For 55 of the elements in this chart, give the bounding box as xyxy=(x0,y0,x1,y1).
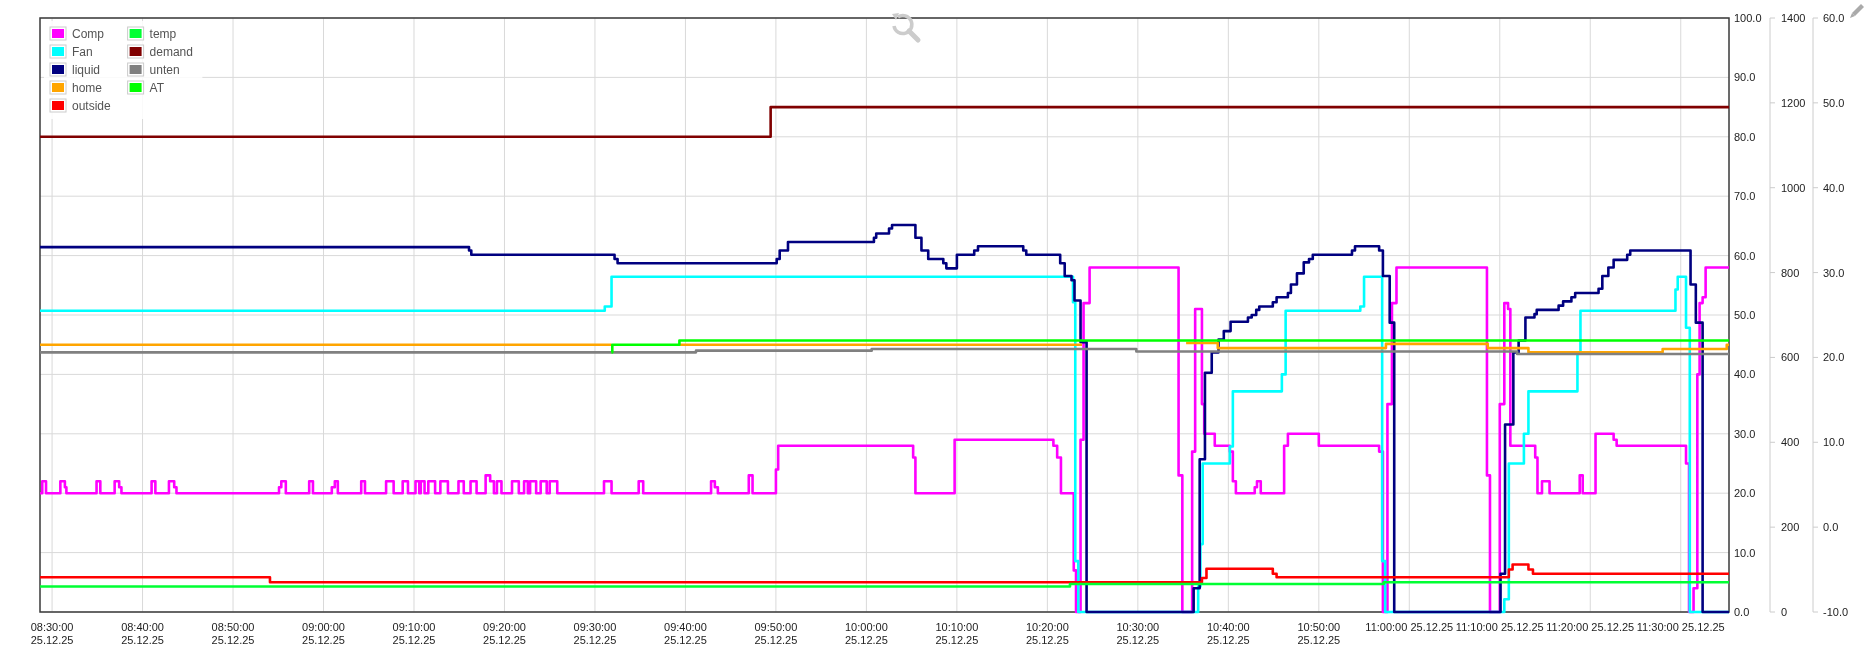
x-tick-label: 10:10:00 25.12.25 xyxy=(935,621,979,646)
legend-label: demand xyxy=(149,45,193,59)
legend-label: liquid xyxy=(72,63,101,77)
y3-tick-label: 30.0 xyxy=(1823,266,1845,279)
y2-tick-label: 200 xyxy=(1781,521,1800,534)
y2-tick-label: 600 xyxy=(1781,351,1800,364)
x-tick-label: 08:40:00 25.12.25 xyxy=(121,621,164,646)
x-tick-label: 09:00:00 25.12.25 xyxy=(302,621,345,646)
x-tick-label: 11:20:00 25.12.25 xyxy=(1546,621,1635,633)
x-tick-label: 10:50:00 25.12.25 xyxy=(1297,621,1341,646)
x-tick-label: 09:30:00 25.12.25 xyxy=(573,621,617,646)
y-tick-label: 90.0 xyxy=(1734,71,1756,84)
x-tick-label: 10:20:00 25.12.25 xyxy=(1025,621,1069,646)
y3-tick-label: 60.0 xyxy=(1823,12,1845,24)
y3-tick-label: -10.0 xyxy=(1823,606,1849,618)
legend-label: Comp xyxy=(72,27,105,41)
y-tick-label: 40.0 xyxy=(1734,368,1756,381)
y-tick-label: 30.0 xyxy=(1734,427,1756,440)
y-tick-label: 10.0 xyxy=(1734,546,1756,559)
x-tick-label: 10:40:00 25.12.25 xyxy=(1206,621,1250,646)
legend-label: outside xyxy=(72,99,112,113)
y2-tick-label: 0 xyxy=(1781,606,1788,618)
y-tick-label: 0.0 xyxy=(1734,606,1750,618)
y-tick-label: 100.0 xyxy=(1734,12,1762,24)
y3-tick-label: 40.0 xyxy=(1823,181,1845,194)
y3-tick-label: 0.0 xyxy=(1823,521,1839,534)
x-tick-label: 09:20:00 25.12.25 xyxy=(483,621,526,646)
y-tick-label: 60.0 xyxy=(1734,249,1756,262)
x-tick-label: 10:30:00 25.12.25 xyxy=(1116,621,1160,646)
x-tick-label: 08:50:00 25.12.25 xyxy=(211,621,255,646)
x-tick-label: 11:10:00 25.12.25 xyxy=(1455,621,1544,633)
y-tick-label: 20.0 xyxy=(1734,487,1756,500)
x-tick-label: 09:50:00 25.12.25 xyxy=(754,621,798,646)
y2-tick-label: 1200 xyxy=(1781,96,1806,109)
y2-tick-label: 400 xyxy=(1781,436,1800,449)
y3-tick-label: 20.0 xyxy=(1823,351,1845,364)
y-tick-label: 50.0 xyxy=(1734,309,1756,321)
x-tick-label: 08:30:00 25.12.25 xyxy=(30,621,74,646)
x-tick-label: 09:10:00 25.12.25 xyxy=(392,621,436,646)
legend-label: AT xyxy=(149,81,165,95)
y2-tick-label: 1400 xyxy=(1781,12,1806,24)
legend-label: home xyxy=(72,81,103,95)
y3-tick-label: 10.0 xyxy=(1823,436,1845,449)
y-tick-label: 70.0 xyxy=(1734,190,1756,203)
x-tick-label: 11:00:00 25.12.25 xyxy=(1365,621,1454,633)
y3-tick-label: 50.0 xyxy=(1823,96,1845,109)
y-tick-label: 80.0 xyxy=(1734,130,1756,143)
y2-tick-label: 800 xyxy=(1781,266,1800,279)
legend-label: temp xyxy=(149,27,177,41)
y2-tick-label: 1000 xyxy=(1781,181,1806,194)
legend-label: Fan xyxy=(72,45,93,59)
x-tick-label: 11:30:00 25.12.25 xyxy=(1636,621,1725,633)
legend-label: unten xyxy=(149,63,180,77)
x-tick-label: 09:40:00 25.12.25 xyxy=(664,621,707,646)
x-tick-label: 10:00:00 25.12.25 xyxy=(844,621,888,646)
